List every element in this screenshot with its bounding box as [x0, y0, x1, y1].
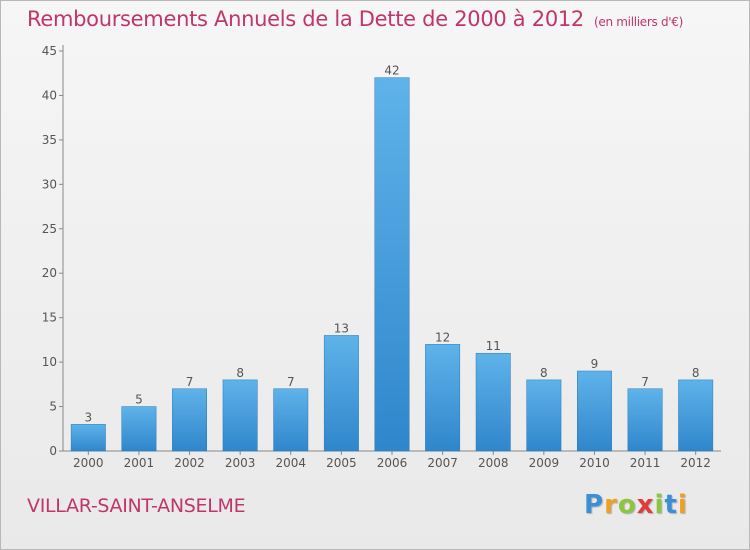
- x-tick-label: 2010: [579, 456, 610, 470]
- value-label: 42: [384, 64, 399, 78]
- commune-name: VILLAR-SAINT-ANSELME: [27, 495, 246, 517]
- x-tick-label: 2006: [377, 456, 408, 470]
- x-tick-label: 2011: [630, 456, 661, 470]
- proxiti-logo: Proxiti: [584, 490, 688, 520]
- y-tick-label: 15: [42, 311, 57, 325]
- logo-letter: i: [677, 490, 688, 520]
- x-tick-label: 2004: [275, 456, 306, 470]
- x-tick-label: 2002: [174, 456, 205, 470]
- bar: [678, 379, 714, 452]
- bar: [374, 77, 410, 452]
- value-label: 7: [186, 375, 194, 389]
- value-label: 3: [84, 410, 92, 424]
- bar: [526, 379, 562, 452]
- x-tick-label: 2003: [225, 456, 256, 470]
- bar: [323, 335, 359, 452]
- bar: [475, 352, 511, 452]
- bar: [273, 388, 309, 452]
- value-label: 8: [236, 366, 244, 380]
- value-label: 7: [287, 375, 295, 389]
- bar: [627, 388, 663, 452]
- y-tick-label: 40: [42, 88, 57, 102]
- x-tick-label: 2001: [124, 456, 155, 470]
- logo-letter: P: [584, 490, 605, 520]
- y-tick-label: 30: [42, 177, 57, 191]
- y-tick-label: 35: [42, 133, 57, 147]
- y-tick-label: 5: [49, 400, 57, 414]
- logo-letter: r: [604, 490, 618, 520]
- chart-title-text: Remboursements Annuels de la Dette de 20…: [27, 7, 584, 31]
- logo-letter: i: [654, 490, 665, 520]
- logo-letter: t: [664, 490, 678, 520]
- value-label: 7: [641, 375, 649, 389]
- logo-letter: o: [617, 490, 637, 520]
- y-tick-label: 45: [42, 44, 57, 58]
- bar: [577, 370, 612, 452]
- value-label: 9: [591, 357, 599, 371]
- x-tick-label: 2012: [680, 456, 711, 470]
- logo-letter: x: [636, 490, 655, 520]
- value-label: 5: [135, 393, 143, 407]
- chart-unit: (en milliers d'€): [594, 15, 684, 29]
- labels: 3 2000 5 2001 7 2002 8 2003 7 2004 13 2005 42 2006 12 2…: [73, 64, 711, 470]
- x-tick-label: 2008: [478, 456, 509, 470]
- y-tick-label: 10: [42, 355, 57, 369]
- y-tick-label: 25: [42, 222, 57, 236]
- y-tick-label: 20: [42, 266, 57, 280]
- bar: [172, 388, 207, 452]
- chart-title: Remboursements Annuels de la Dette de 20…: [27, 7, 683, 31]
- x-tick-label: 2007: [427, 456, 458, 470]
- bar: [70, 424, 106, 452]
- bar: [222, 379, 258, 452]
- value-label: 12: [435, 330, 450, 344]
- x-tick-label: 2009: [529, 456, 560, 470]
- bar: [121, 406, 157, 452]
- x-tick-label: 2005: [326, 456, 357, 470]
- value-label: 8: [692, 366, 700, 380]
- x-tick-label: 2000: [73, 456, 104, 470]
- value-label: 11: [486, 339, 501, 353]
- bars: [70, 77, 714, 452]
- y-tick-label: 0: [49, 444, 57, 458]
- value-label: 8: [540, 366, 548, 380]
- bar: [425, 344, 461, 452]
- value-label: 13: [334, 321, 349, 335]
